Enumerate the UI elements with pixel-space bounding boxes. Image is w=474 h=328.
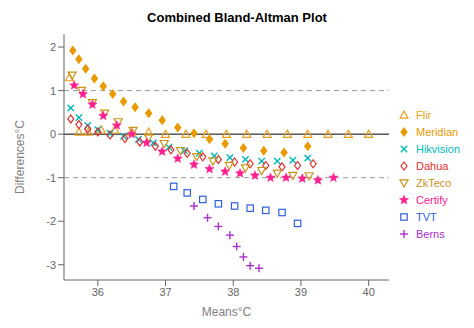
html-text:Meridian: Meridian — [416, 125, 459, 138]
svg-text:39: 39 — [295, 286, 307, 298]
html-text:Certify: Certify — [416, 193, 448, 206]
html-text:ZkTeco: ZkTeco — [416, 176, 452, 189]
svg-text:38: 38 — [227, 286, 239, 298]
svg-text:1: 1 — [50, 85, 56, 97]
svg-text:37: 37 — [159, 286, 171, 298]
svg-text:0: 0 — [50, 128, 56, 140]
html-text:Berns: Berns — [416, 227, 445, 240]
html-text:Dahua: Dahua — [416, 159, 449, 172]
svg-text:Differences°C: Differences°C — [13, 120, 27, 194]
html-text:TVT: TVT — [416, 210, 437, 223]
svg-text:2: 2 — [50, 41, 56, 53]
html-text:Combined Bland-Altman Plot: Combined Bland-Altman Plot — [147, 10, 327, 25]
svg-text:-1: -1 — [46, 172, 56, 184]
svg-text:40: 40 — [363, 286, 375, 298]
svg-text:-3: -3 — [46, 259, 56, 271]
svg-text:-2: -2 — [46, 215, 56, 227]
svg-text:Means°C: Means°C — [202, 305, 252, 319]
svg-text:36: 36 — [92, 286, 104, 298]
html-text:Flir: Flir — [416, 108, 432, 121]
html-text:Hikvision: Hikvision — [416, 142, 460, 155]
